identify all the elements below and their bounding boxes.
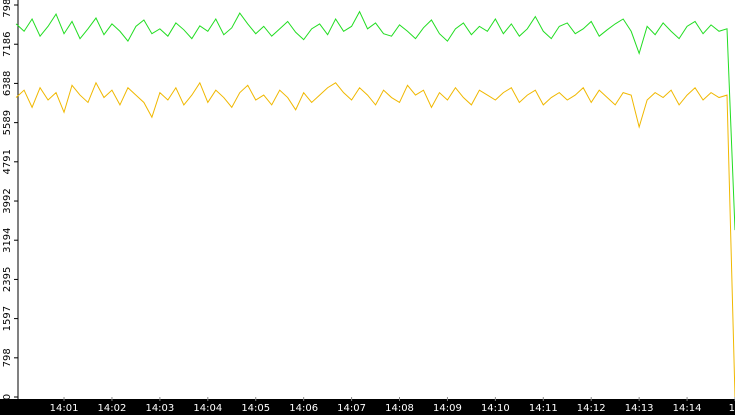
x-tick-label: 14:08 — [385, 403, 414, 414]
x-tick-label: 14:12 — [577, 403, 606, 414]
x-tick-label: 14:02 — [98, 403, 127, 414]
x-tick-label: 14:14 — [673, 403, 702, 414]
series-line — [15, 81, 735, 398]
y-tick-label: 3992 — [2, 188, 13, 213]
x-tick-label: 14:13 — [625, 403, 654, 414]
y-tick-label: 2395 — [2, 267, 13, 292]
x-tick-label: 14:03 — [145, 403, 174, 414]
x-tick-label: 14:04 — [193, 403, 222, 414]
x-tick-label: 14:07 — [337, 403, 366, 414]
y-tick-label: 3194 — [2, 227, 13, 252]
y-tick-label: 7985 — [2, 0, 13, 18]
x-tick-label: 14:05 — [241, 403, 270, 414]
x-tick-label: 14:09 — [433, 403, 462, 414]
y-tick-label: 6388 — [2, 71, 13, 96]
x-tick-label: 14:10 — [481, 403, 510, 414]
y-tick-label: 7186 — [2, 32, 13, 57]
y-tick-label: 1597 — [2, 306, 13, 331]
x-axis-band — [0, 399, 735, 415]
x-tick-label: 14 — [729, 403, 735, 414]
y-tick-label: 0 — [2, 394, 13, 400]
y-tick-label: 798 — [2, 348, 13, 367]
y-tick-label: 5589 — [2, 110, 13, 135]
x-tick-label: 14:01 — [50, 403, 79, 414]
x-tick-label: 14:06 — [289, 403, 318, 414]
x-tick-label: 14:11 — [529, 403, 558, 414]
series-line — [15, 10, 735, 231]
y-tick-label: 4791 — [2, 149, 13, 174]
